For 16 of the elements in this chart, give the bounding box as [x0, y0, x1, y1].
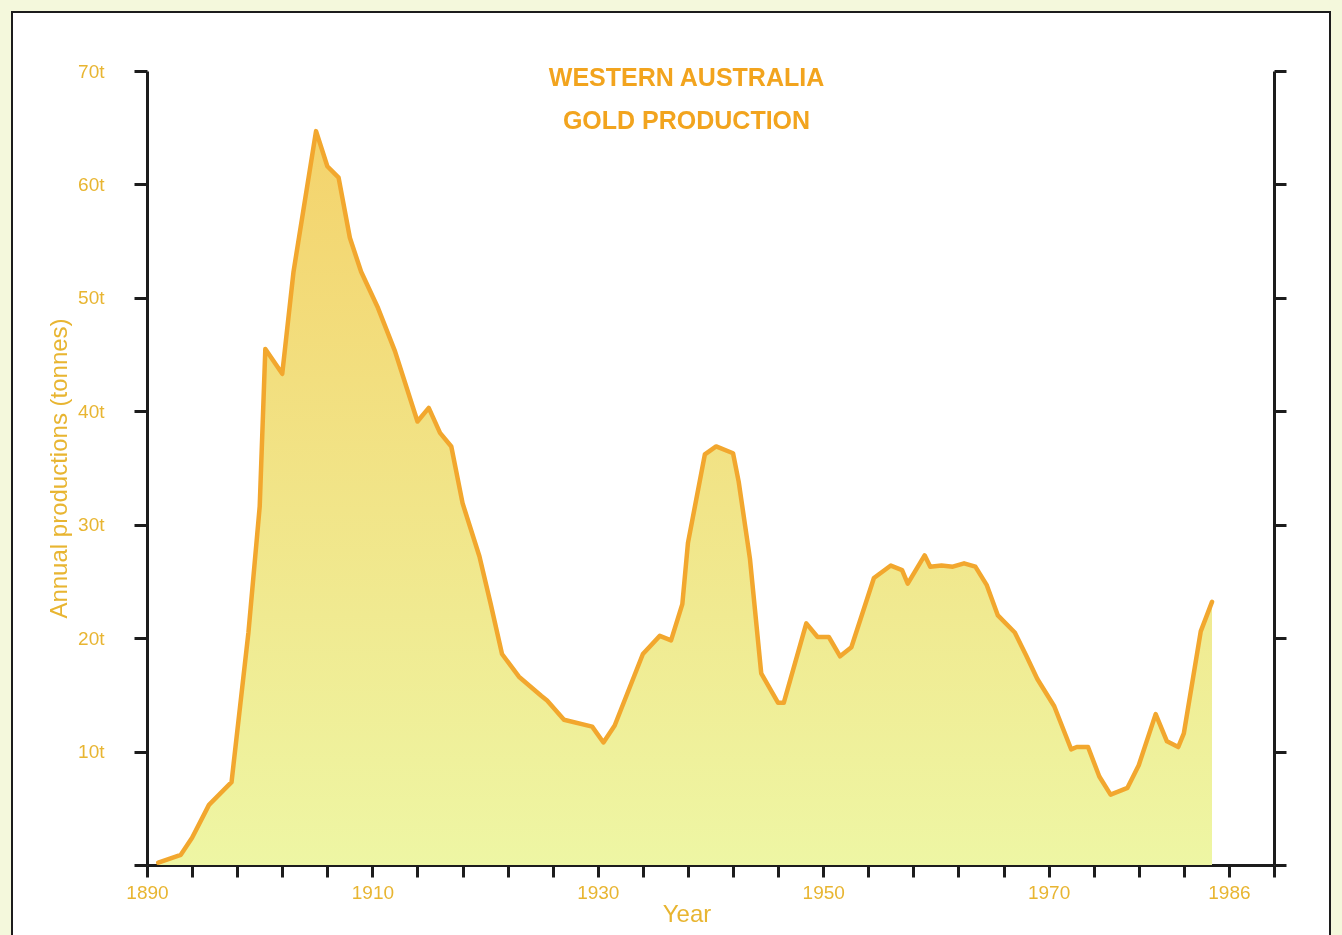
y-axis-title: Annual productions (tonnes)	[45, 318, 73, 619]
y-tick-label: 10t	[78, 741, 106, 763]
x-axis-title: Year	[662, 899, 712, 927]
y-tick-label: 40t	[78, 400, 106, 422]
y-tick-label: 70t	[78, 60, 106, 82]
y-tick-label: 30t	[78, 514, 106, 536]
x-tick-label: 1970	[1027, 881, 1071, 903]
x-tick-label: 1950	[802, 881, 845, 903]
y-tick-label: 60t	[78, 173, 106, 195]
y-tick-label: 50t	[78, 287, 106, 309]
x-tick-label: 1930	[577, 881, 620, 903]
x-tick-label: 1910	[351, 881, 395, 903]
x-tick-label: 1986	[1208, 881, 1251, 903]
y-tick-label: 20t	[78, 627, 106, 649]
x-tick-label: 1890	[126, 881, 169, 903]
text: WESTERN AUSTRALIA GOLD PRODUCTION	[548, 63, 825, 134]
